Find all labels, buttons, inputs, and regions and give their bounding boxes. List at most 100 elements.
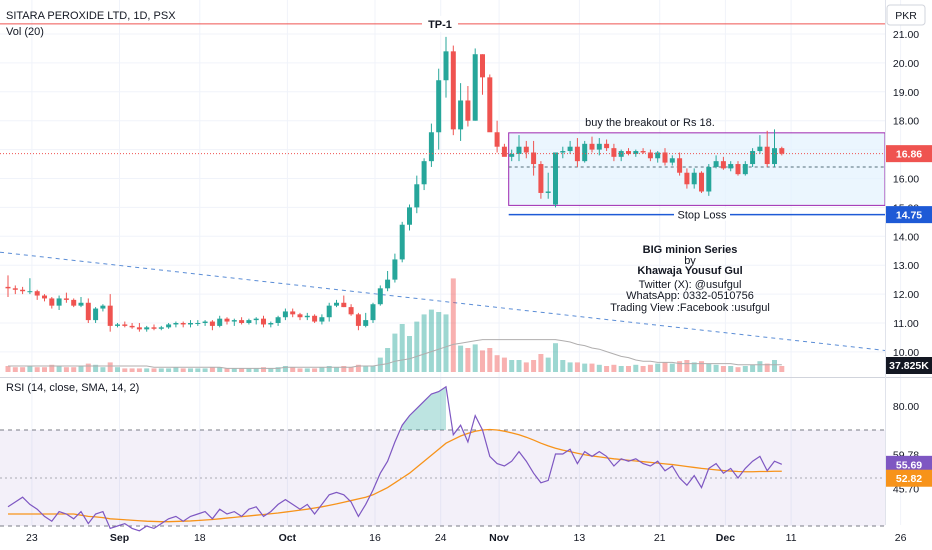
candle-body bbox=[662, 152, 668, 163]
candle-body bbox=[144, 327, 150, 330]
candle-body bbox=[239, 320, 245, 323]
time-tick-label: Oct bbox=[279, 532, 297, 544]
rsi-band bbox=[0, 430, 885, 526]
candle bbox=[662, 148, 668, 166]
volume-bar bbox=[772, 360, 777, 372]
breakout-zone[interactable] bbox=[508, 132, 886, 206]
candle-body bbox=[545, 191, 551, 193]
candle bbox=[5, 275, 11, 297]
candle-body bbox=[392, 259, 398, 280]
candle bbox=[472, 48, 478, 121]
candle bbox=[217, 315, 223, 328]
candle-body bbox=[253, 318, 259, 321]
candle-body bbox=[472, 54, 478, 121]
candle bbox=[596, 138, 602, 156]
candle-body bbox=[699, 172, 704, 192]
volume-bar bbox=[450, 278, 456, 372]
candle-body bbox=[93, 308, 99, 321]
candle-body bbox=[450, 51, 456, 130]
volume-bar bbox=[779, 366, 785, 372]
candle bbox=[268, 321, 274, 328]
price-grid bbox=[0, 33, 885, 353]
candle bbox=[188, 320, 193, 328]
candle bbox=[604, 139, 610, 152]
time-tick-label: 18 bbox=[194, 532, 206, 544]
candle-body bbox=[71, 299, 77, 306]
volume-bar bbox=[677, 361, 683, 372]
candle bbox=[253, 317, 259, 325]
candle-body bbox=[574, 146, 580, 162]
candle bbox=[297, 312, 303, 321]
volume-bar bbox=[151, 368, 157, 372]
candle bbox=[370, 302, 376, 323]
volume-bar bbox=[282, 366, 288, 372]
last-price-tag-bg bbox=[886, 145, 932, 163]
candle-body bbox=[326, 305, 332, 318]
rsi-tick-label: 80.00 bbox=[893, 401, 919, 413]
volume-bar bbox=[268, 368, 274, 372]
volume-bar bbox=[443, 314, 449, 372]
price-tick-label: 21.00 bbox=[893, 29, 919, 41]
candle bbox=[246, 318, 252, 325]
symbol-title[interactable]: SITARA PEROXIDE LTD, 1D, PSX bbox=[6, 10, 176, 22]
volume-bar bbox=[129, 368, 135, 372]
candle-body bbox=[334, 302, 339, 306]
candle bbox=[421, 158, 427, 191]
candle-body bbox=[414, 184, 420, 208]
candle-body bbox=[640, 151, 646, 153]
volume-bar bbox=[173, 367, 179, 372]
time-axis[interactable]: 23 Sep 18 Oct 16 24 Nov 13 21 Dec 11 26 bbox=[26, 532, 907, 544]
rsi-legend[interactable]: RSI (14, close, SMA, 14, 2) bbox=[6, 382, 139, 394]
candle bbox=[56, 295, 62, 310]
volume-bar bbox=[750, 364, 756, 372]
candle-body bbox=[735, 164, 741, 175]
candle-body bbox=[626, 151, 631, 154]
volume-bar bbox=[85, 363, 91, 372]
candle-body bbox=[166, 324, 172, 328]
candle-body bbox=[85, 302, 91, 321]
breakout-note: buy the breakout or Rs 18. bbox=[585, 117, 715, 129]
candle bbox=[319, 314, 325, 325]
time-tick-label: 24 bbox=[435, 532, 447, 544]
candle bbox=[647, 149, 653, 162]
candle bbox=[63, 292, 69, 303]
volume-legend[interactable]: Vol (20) bbox=[6, 26, 44, 38]
candle bbox=[494, 120, 500, 153]
currency-badge[interactable]: PKR bbox=[886, 4, 926, 26]
candle-body bbox=[487, 77, 493, 133]
price-tick-label: 12.00 bbox=[893, 289, 919, 301]
candle bbox=[34, 289, 40, 300]
volume-bar bbox=[647, 364, 653, 372]
volume-bar bbox=[494, 355, 500, 372]
candle-body bbox=[158, 327, 164, 329]
candle-body bbox=[407, 207, 412, 225]
volume-bar bbox=[691, 362, 697, 372]
candle bbox=[684, 168, 690, 189]
candle bbox=[173, 321, 179, 328]
volume-bar bbox=[78, 366, 84, 372]
candle bbox=[304, 312, 310, 321]
candle bbox=[341, 295, 347, 308]
volume-bar bbox=[224, 368, 230, 372]
candle-body bbox=[282, 311, 288, 318]
candle-body bbox=[560, 151, 566, 153]
candle bbox=[282, 308, 288, 321]
candle bbox=[567, 140, 573, 154]
rsi-value-tag: 55.69 bbox=[886, 455, 932, 473]
candle-body bbox=[363, 320, 369, 326]
candle-body bbox=[268, 323, 274, 325]
candle bbox=[414, 175, 420, 214]
volume-bar bbox=[655, 363, 661, 372]
candle bbox=[115, 323, 120, 328]
volume-bar bbox=[516, 360, 522, 372]
tp-label[interactable]: TP-1 bbox=[422, 15, 458, 32]
volume-bar bbox=[363, 366, 369, 372]
volume-bar bbox=[523, 362, 529, 372]
price-tick-label: 14.00 bbox=[893, 231, 919, 243]
volume-bar bbox=[611, 364, 617, 372]
volume-bar bbox=[531, 360, 537, 372]
breakout-box[interactable] bbox=[508, 132, 886, 206]
volume-bar bbox=[158, 368, 164, 372]
candle bbox=[458, 83, 464, 141]
